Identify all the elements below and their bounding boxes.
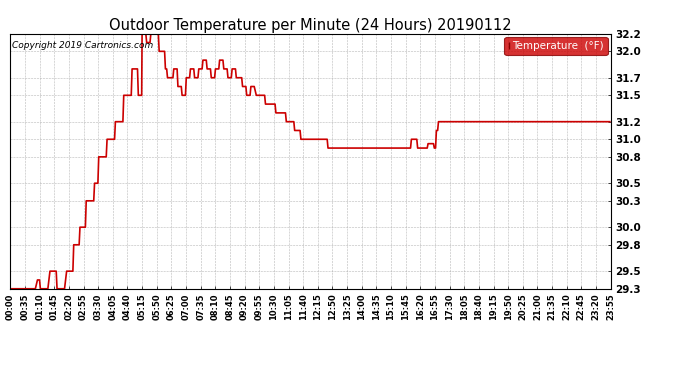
Text: Copyright 2019 Cartronics.com: Copyright 2019 Cartronics.com (12, 41, 152, 50)
Legend: Temperature  (°F): Temperature (°F) (504, 37, 607, 55)
Title: Outdoor Temperature per Minute (24 Hours) 20190112: Outdoor Temperature per Minute (24 Hours… (109, 18, 512, 33)
